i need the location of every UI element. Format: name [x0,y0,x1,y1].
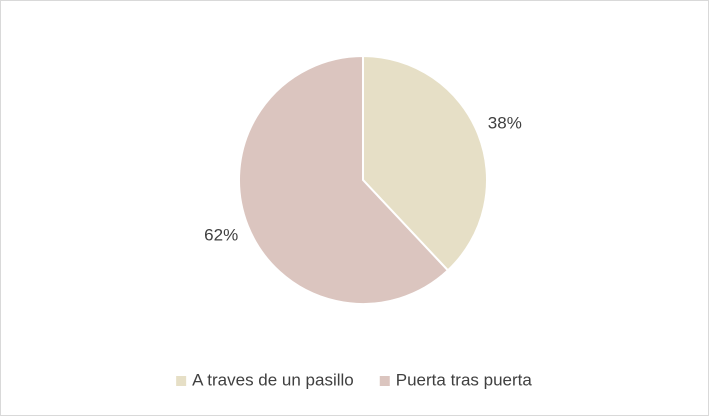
legend-label: Puerta tras puerta [396,370,533,389]
data-label: 38% [488,113,522,132]
pie-slice [362,54,488,272]
legend-marker [176,376,187,386]
pie-slice [238,54,450,305]
data-label: 62% [204,226,238,245]
legend-marker [379,376,390,386]
legend-label: A traves de un pasillo [192,370,354,389]
